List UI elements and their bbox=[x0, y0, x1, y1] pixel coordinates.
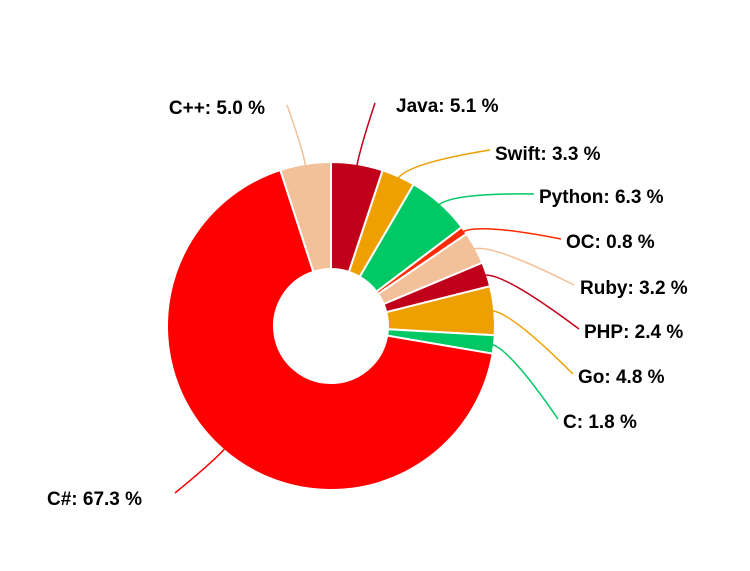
slice-label-java: Java: 5.1 % bbox=[396, 96, 499, 117]
slice-label-go: Go: 4.8 % bbox=[578, 367, 665, 388]
leader-line-java bbox=[355, 102, 376, 169]
donut-slices bbox=[166, 160, 496, 491]
slice-label-ruby: Ruby: 3.2 % bbox=[580, 278, 688, 299]
slice-label-php: PHP: 2.4 % bbox=[584, 322, 683, 343]
leader-line-go bbox=[490, 310, 574, 375]
slice-labels: Java: 5.1 % Swift: 3.3 % Python: 6.3 % OC: … bbox=[47, 96, 688, 510]
leader-line-ruby bbox=[471, 247, 575, 286]
slice-label-csharp: C#: 67.3 % bbox=[47, 489, 142, 510]
leader-line-python bbox=[436, 193, 535, 207]
leader-line-oc bbox=[460, 227, 562, 240]
slice-cplusplus bbox=[279, 160, 332, 274]
slice-label-cplusplus: C++: 5.0 % bbox=[169, 98, 265, 119]
slice-label-c: C: 1.8 % bbox=[563, 412, 637, 433]
slice-label-oc: OC: 0.8 % bbox=[566, 232, 655, 253]
leader-line-c bbox=[489, 343, 559, 420]
leader-line-php bbox=[482, 274, 580, 330]
slice-label-swift: Swift: 3.3 % bbox=[495, 144, 601, 165]
slice-csharp bbox=[166, 168, 494, 491]
leader-line-csharp bbox=[174, 446, 227, 494]
leader-line-cplusplus bbox=[286, 104, 307, 169]
leader-line-swift bbox=[396, 149, 491, 181]
leader-lines bbox=[174, 102, 580, 494]
slice-label-python: Python: 6.3 % bbox=[539, 187, 664, 208]
